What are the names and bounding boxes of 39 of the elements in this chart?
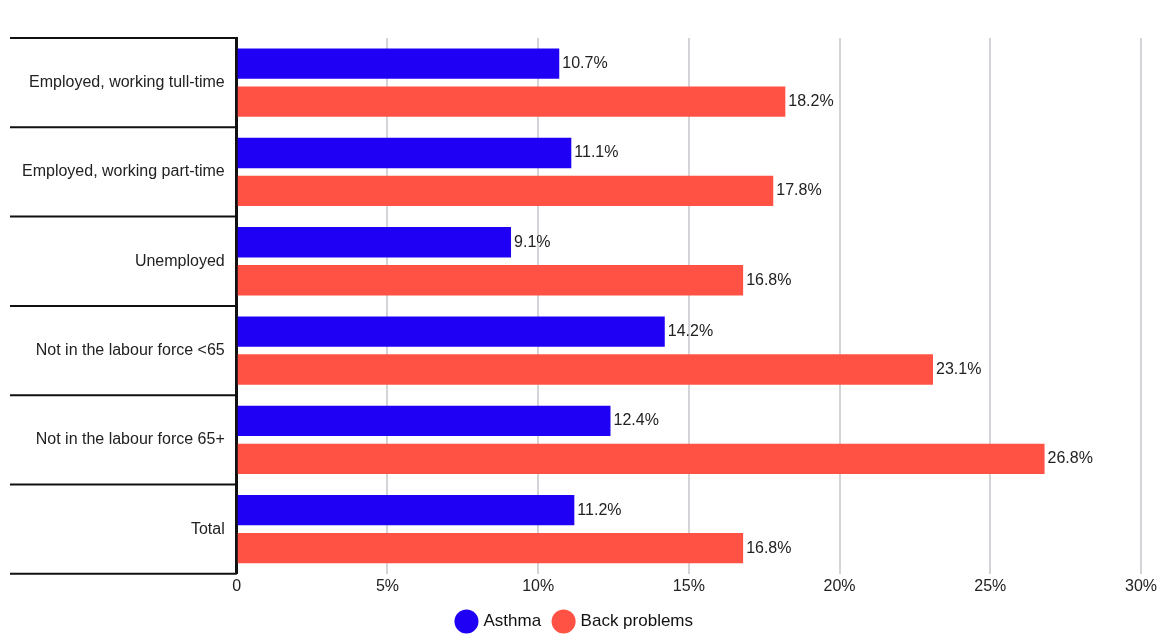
data-label: 11.1% — [574, 143, 619, 161]
x-tick-label: 25% — [974, 576, 1007, 594]
bar — [237, 405, 611, 437]
x-tick-label: 5% — [375, 576, 400, 594]
data-label: 23.1% — [936, 359, 982, 377]
data-label: 10.7% — [562, 54, 608, 72]
y-tick-label: Total — [190, 519, 225, 537]
x-tick-label: 15% — [672, 576, 705, 594]
bar — [237, 494, 575, 526]
bar — [237, 265, 744, 296]
data-label: 16.8% — [746, 270, 792, 288]
data-label: 9.1% — [514, 232, 551, 250]
y-tick-label: Employed, working part-time — [21, 162, 225, 180]
y-tick-label: Unemployed — [134, 251, 225, 269]
x-tick-label: 0 — [232, 576, 242, 594]
x-tick-label: 10% — [522, 576, 555, 594]
legend-label: Asthma — [483, 611, 542, 631]
data-label: 26.8% — [1047, 449, 1093, 467]
data-label: 14.2% — [667, 321, 714, 339]
bar — [237, 316, 665, 347]
bar — [237, 137, 572, 169]
data-label: 17.8% — [776, 181, 822, 199]
y-tick-label: Not in the labour force <65 — [35, 340, 225, 358]
bar — [237, 354, 934, 385]
data-label: 18.2% — [788, 92, 834, 110]
y-tick-label: Employed, working tull-time — [29, 73, 225, 91]
data-label: 11.2% — [577, 500, 622, 518]
y-tick-label: Not in the labour force 65+ — [35, 430, 225, 448]
data-label: 16.8% — [746, 538, 792, 556]
data-label: 12.4% — [613, 411, 659, 429]
bar — [237, 532, 744, 564]
bar — [237, 227, 512, 258]
x-tick-label: 20% — [823, 576, 856, 594]
bar — [237, 175, 774, 207]
legend-label: Back problems — [580, 611, 694, 631]
bar — [237, 48, 560, 79]
bar — [237, 86, 786, 117]
x-tick-label: 30% — [1124, 576, 1158, 594]
bar — [237, 443, 1045, 475]
